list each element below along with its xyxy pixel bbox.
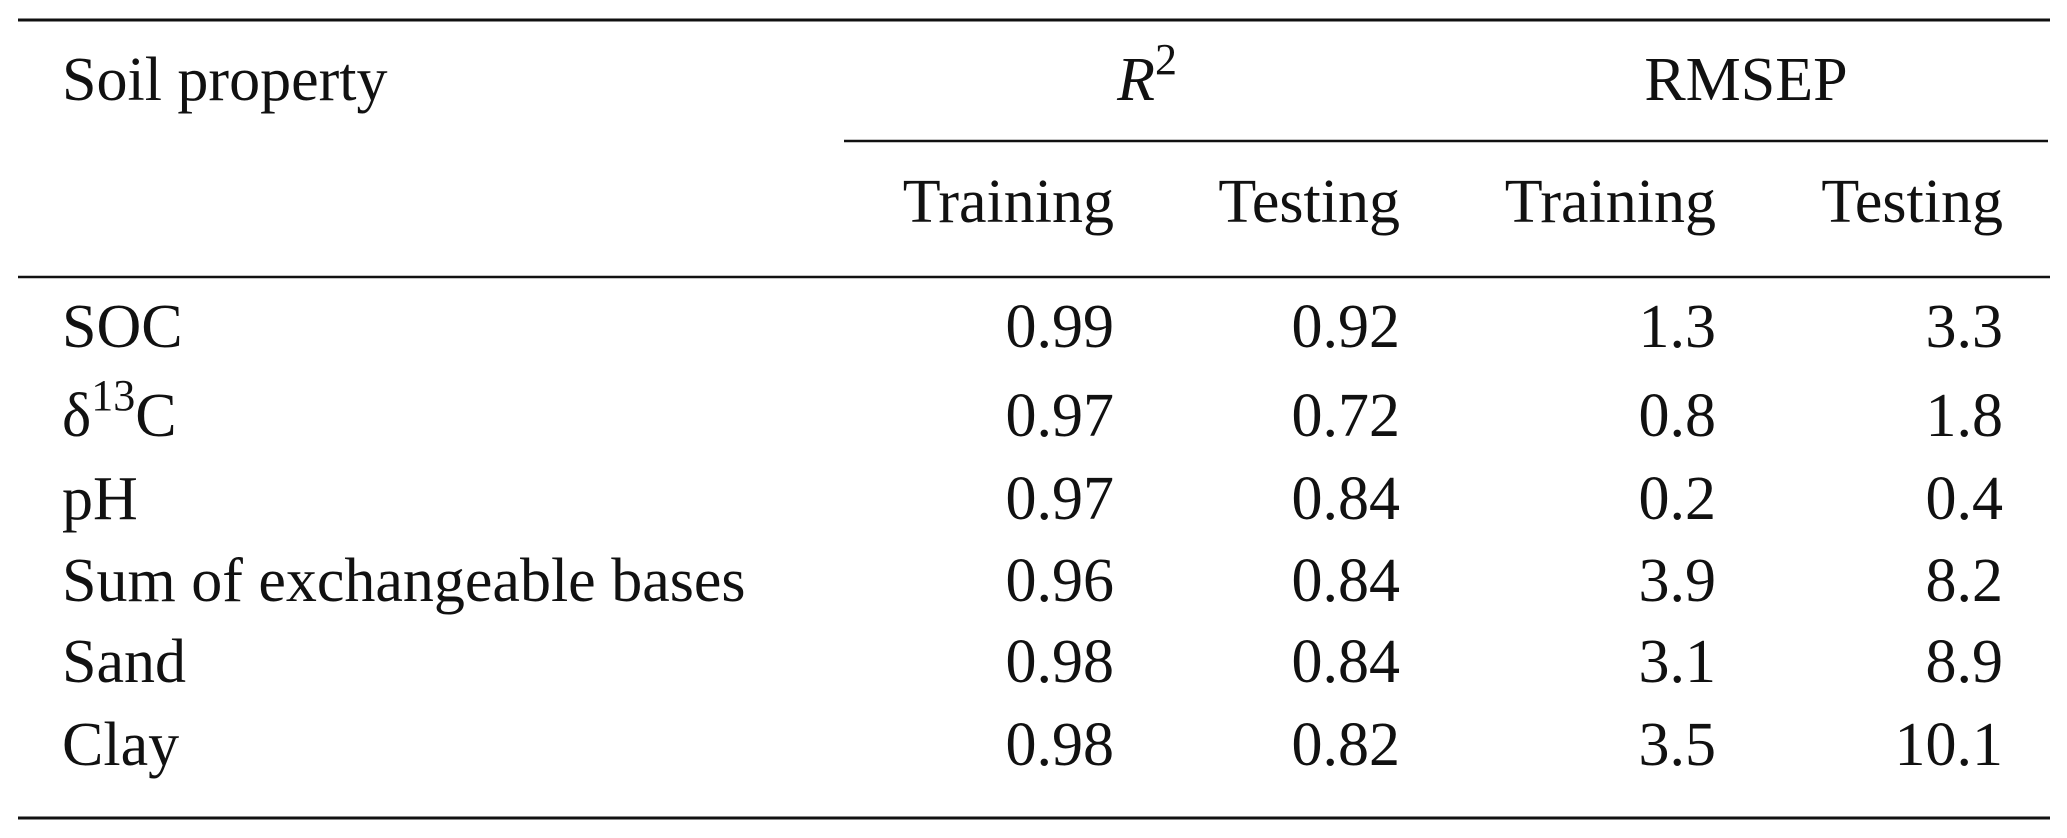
- cell: 0.99: [1006, 293, 1115, 361]
- group-header: RMSEP: [1644, 46, 1847, 114]
- row-label-after: C: [135, 382, 176, 450]
- row-label: Sand: [62, 628, 186, 696]
- row-label: Clay: [62, 711, 179, 779]
- cell: 0.97: [1006, 465, 1115, 533]
- row-label-base: pH: [62, 465, 138, 533]
- cell: 0.98: [1006, 628, 1115, 696]
- cell: 0.84: [1292, 465, 1401, 533]
- row-label-base: Sum of exchangeable bases: [62, 547, 745, 615]
- cell: 0.98: [1006, 711, 1115, 779]
- cell: 10.1: [1895, 711, 2004, 779]
- cell: 1.8: [1926, 382, 2004, 450]
- row-label-sup: 13: [91, 371, 135, 420]
- cell: 3.1: [1639, 628, 1717, 696]
- cell: 3.5: [1639, 711, 1717, 779]
- cell: 0.82: [1292, 711, 1401, 779]
- row-label: SOC: [62, 293, 183, 361]
- row-label: δ13C: [62, 371, 177, 450]
- group-header-sup: 2: [1155, 35, 1177, 84]
- row-label-base: Sand: [62, 628, 186, 696]
- group-header-base: R: [1116, 46, 1155, 114]
- sub-header: Testing: [1218, 168, 1400, 236]
- cell: 3.9: [1639, 547, 1717, 615]
- sub-header: Testing: [1821, 168, 2003, 236]
- cell: 0.72: [1292, 382, 1401, 450]
- row-label-base: δ: [62, 382, 91, 450]
- cell: 0.4: [1926, 465, 2004, 533]
- cell: 8.2: [1926, 547, 2004, 615]
- property-header: Soil property: [62, 46, 387, 114]
- cell: 0.84: [1292, 547, 1401, 615]
- group-header-base: RMSEP: [1644, 46, 1847, 114]
- row-label-base: SOC: [62, 293, 183, 361]
- cell: 0.97: [1006, 382, 1115, 450]
- group-header: R2: [1116, 35, 1177, 114]
- cell: 3.3: [1926, 293, 2004, 361]
- cell: 8.9: [1926, 628, 2004, 696]
- cell: 0.92: [1292, 293, 1401, 361]
- row-label-base: Clay: [62, 711, 179, 779]
- sub-header: Training: [903, 168, 1114, 236]
- cell: 0.84: [1292, 628, 1401, 696]
- sub-header: Training: [1505, 168, 1716, 236]
- cell: 0.8: [1639, 382, 1717, 450]
- row-label: Sum of exchangeable bases: [62, 547, 745, 615]
- cell: 0.2: [1639, 465, 1717, 533]
- cell: 1.3: [1639, 293, 1717, 361]
- cell: 0.96: [1006, 547, 1115, 615]
- row-label: pH: [62, 465, 138, 533]
